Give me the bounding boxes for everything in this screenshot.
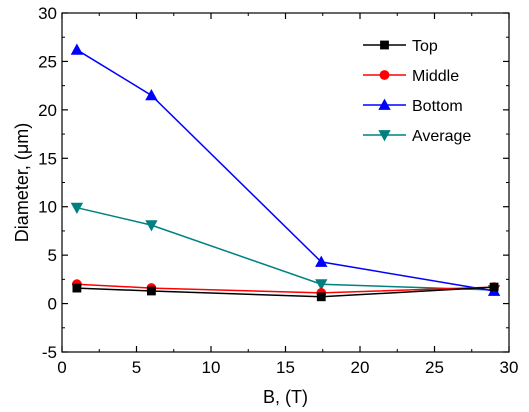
y-tick-label: 25 [38,52,57,71]
x-tick-label: 15 [276,358,295,377]
legend-item-top: Top [363,38,438,55]
data-point-average [70,202,84,215]
legend-item-bottom: Bottom [363,98,463,115]
plot-frame [61,12,510,353]
x-tick-label: 30 [500,358,519,377]
y-tick-label: -5 [42,343,57,362]
data-point-top [316,292,326,302]
y-tick-label: 30 [38,4,57,23]
y-tick-label: 0 [48,295,57,314]
y-tick-label: 5 [48,246,57,265]
legend-marker-middle [379,70,390,80]
legend-marker-average [378,130,391,142]
series-layer [70,43,501,302]
series-middle [72,279,500,298]
y-tick-label: 15 [38,149,57,168]
legend-item-average: Average [363,128,471,145]
legend-marker-top [380,40,389,50]
legend-label-top: Top [412,38,438,55]
legend-label-average: Average [412,128,471,145]
data-point-top [72,283,82,293]
legend-item-middle: Middle [363,68,459,85]
legend: Top Middle Bottom Average [363,38,471,145]
series-line-bottom [76,49,495,292]
data-point-bottom [145,88,158,101]
y-tick-label: 20 [38,101,57,120]
series-line-average [76,206,495,291]
y-tick-label: 10 [38,198,57,217]
legend-marker-bottom [378,98,391,110]
data-point-bottom [70,43,84,55]
data-point-average [315,279,328,291]
series-top [72,282,499,302]
x-axis-title: B, (T) [263,387,308,407]
data-point-bottom [315,255,328,267]
data-point-top [146,286,156,296]
legend-label-middle: Middle [412,68,459,85]
legend-label-bottom: Bottom [412,98,463,115]
x-tick-label: 10 [202,358,221,377]
data-point-average [145,220,158,232]
x-tick-label: 25 [425,358,444,377]
x-tick-label: 5 [132,358,141,377]
series-line-top [76,286,495,298]
y-axis-title: Diameter, (μm) [12,123,32,242]
data-point-top [489,282,499,292]
x-tick-label: 0 [57,358,66,377]
x-tick-label: 20 [351,358,370,377]
series-line-middle [76,283,495,294]
